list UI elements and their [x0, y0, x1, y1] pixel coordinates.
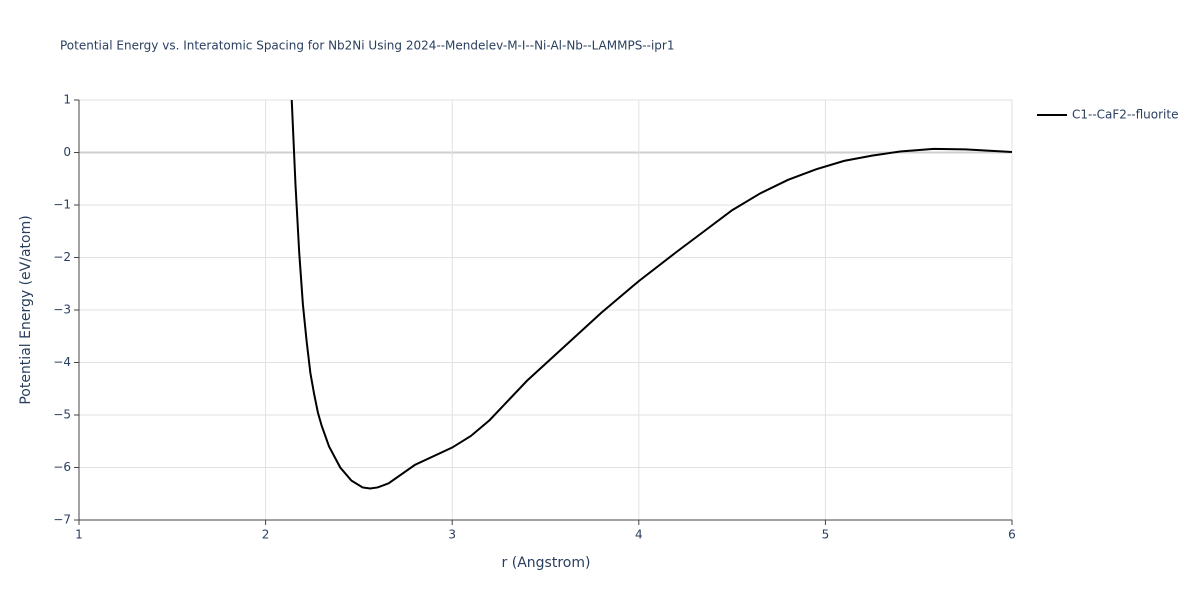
legend-label: C1--CaF2--fluorite — [1072, 108, 1178, 122]
x-tick-label: 3 — [448, 528, 456, 542]
y-axis-title: Potential Energy (eV/atom) — [18, 215, 34, 404]
y-tick-label: 0 — [63, 145, 71, 159]
x-axis-title: r (Angstrom) — [502, 555, 591, 571]
y-tick-label: −3 — [53, 303, 71, 317]
y-tick-label: −4 — [53, 355, 71, 369]
y-tick-label: −7 — [53, 513, 71, 527]
y-tick-label: −2 — [53, 250, 71, 264]
x-tick-label: 1 — [75, 528, 83, 542]
series-line — [290, 100, 1012, 490]
y-tick-label: −6 — [53, 460, 71, 474]
x-tick-label: 4 — [635, 528, 643, 542]
y-tick-label: −5 — [53, 408, 71, 422]
x-tick-label: 6 — [1008, 528, 1016, 542]
y-tick-label: −1 — [53, 198, 71, 212]
x-tick-label: 2 — [262, 528, 270, 542]
x-tick-label: 5 — [822, 528, 830, 542]
chart-title: Potential Energy vs. Interatomic Spacing… — [60, 39, 675, 53]
y-tick-label: 1 — [63, 93, 71, 107]
